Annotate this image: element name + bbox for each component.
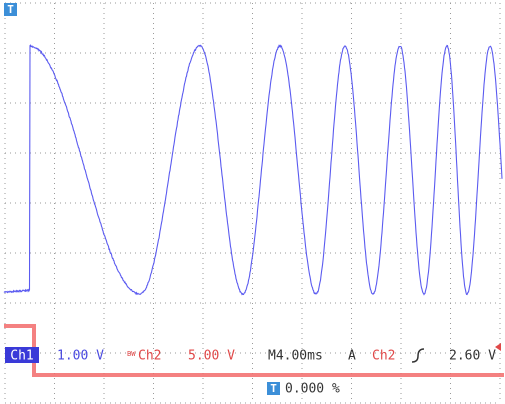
bandwidth-limit: BW (127, 350, 136, 358)
ch2-label: Ch2 (138, 349, 161, 364)
acquisition-mode: A (348, 349, 356, 364)
ch2-scale: 5.00 V (188, 349, 235, 364)
trigger-level: 2.60 V (449, 349, 496, 364)
ch1-label: Ch1 (10, 349, 33, 364)
trigger-source: Ch2 (372, 349, 395, 364)
ch1-scale: 1.00 V (57, 349, 104, 364)
trigger-position-marker: T (270, 382, 277, 395)
timebase: M4.00ms (268, 349, 323, 364)
trigger-position: 0.000 % (285, 382, 340, 397)
trigger-marker: T (7, 3, 14, 16)
